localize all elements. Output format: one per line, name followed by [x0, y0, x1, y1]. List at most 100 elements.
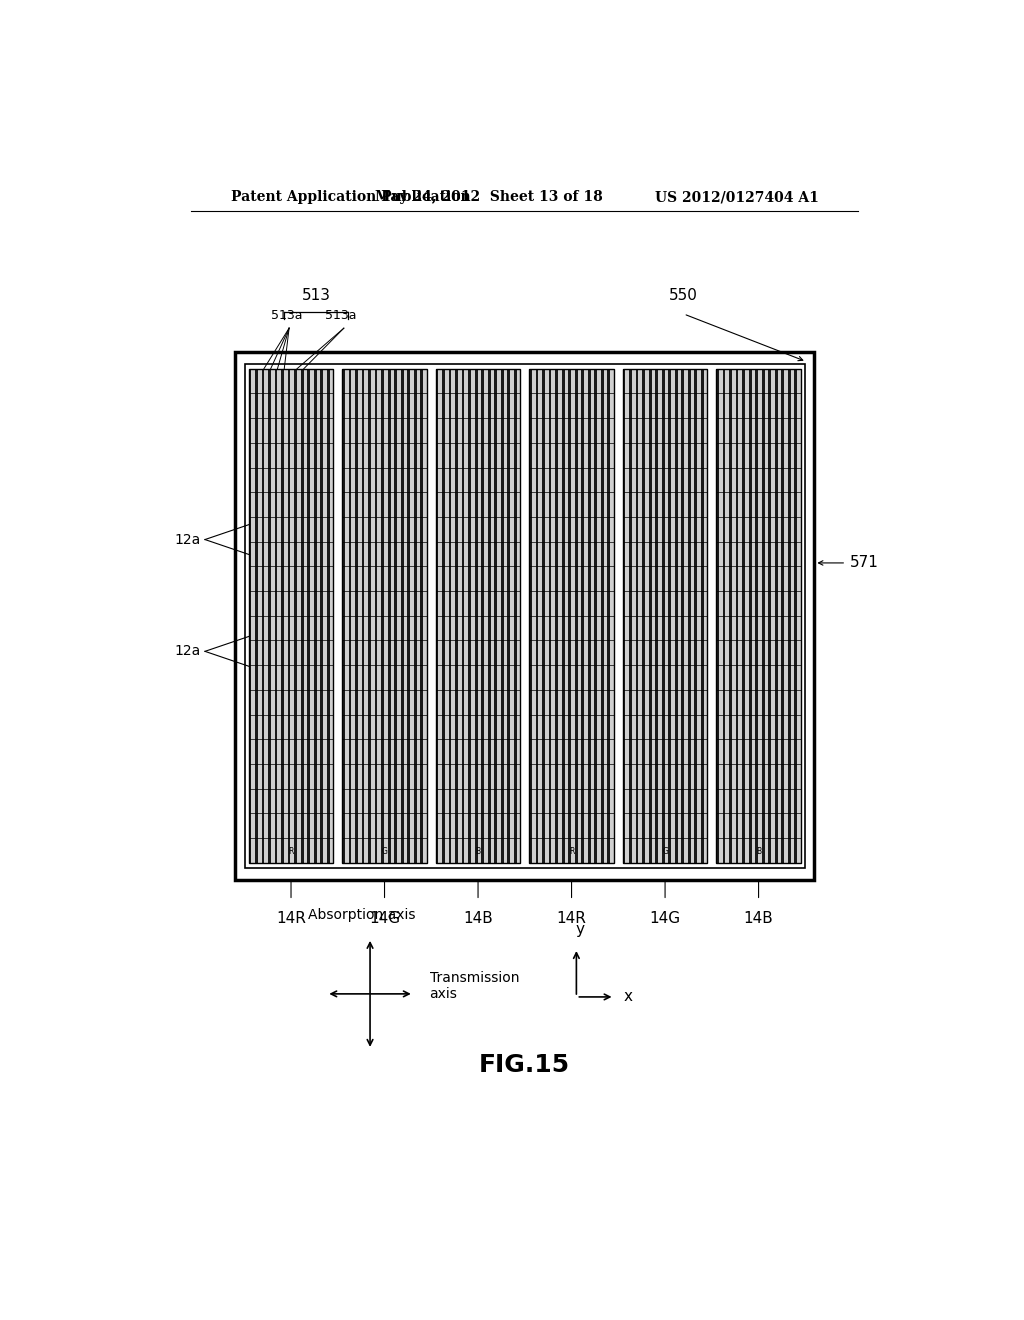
- Bar: [669, 368, 671, 863]
- Bar: [408, 368, 410, 863]
- Bar: [694, 368, 697, 863]
- Bar: [716, 368, 719, 863]
- Text: G: G: [663, 847, 668, 857]
- Bar: [529, 368, 614, 863]
- Bar: [749, 368, 752, 863]
- Bar: [594, 368, 597, 863]
- Bar: [574, 368, 578, 863]
- Bar: [487, 368, 490, 863]
- Bar: [787, 368, 791, 863]
- Bar: [249, 368, 251, 863]
- Text: 513: 513: [302, 288, 331, 304]
- Bar: [355, 368, 358, 863]
- Bar: [729, 368, 732, 863]
- Bar: [449, 368, 452, 863]
- Bar: [681, 368, 684, 863]
- Bar: [582, 368, 584, 863]
- Text: Transmission
axis: Transmission axis: [430, 970, 519, 1001]
- Bar: [327, 368, 330, 863]
- Bar: [307, 368, 310, 863]
- Bar: [636, 368, 638, 863]
- Bar: [255, 368, 258, 863]
- Text: May 24, 2012  Sheet 13 of 18: May 24, 2012 Sheet 13 of 18: [375, 190, 603, 205]
- Bar: [623, 368, 626, 863]
- Bar: [462, 368, 465, 863]
- Text: 513a: 513a: [271, 309, 302, 322]
- Bar: [456, 368, 458, 863]
- Bar: [736, 368, 738, 863]
- Bar: [768, 368, 771, 863]
- Bar: [342, 368, 427, 863]
- Bar: [268, 368, 271, 863]
- Bar: [321, 368, 324, 863]
- Bar: [394, 368, 397, 863]
- Text: 550: 550: [669, 288, 698, 304]
- Bar: [249, 368, 334, 863]
- Bar: [649, 368, 651, 863]
- Text: Absorption axis: Absorption axis: [308, 908, 416, 921]
- Bar: [514, 368, 517, 863]
- Bar: [662, 368, 665, 863]
- Bar: [688, 368, 690, 863]
- Bar: [588, 368, 591, 863]
- Text: 14G: 14G: [649, 911, 681, 927]
- Bar: [435, 368, 520, 863]
- Bar: [282, 368, 284, 863]
- Bar: [629, 368, 632, 863]
- Bar: [342, 368, 427, 863]
- Bar: [388, 368, 390, 863]
- Bar: [701, 368, 703, 863]
- Bar: [400, 368, 403, 863]
- Bar: [607, 368, 610, 863]
- Text: R: R: [289, 847, 294, 857]
- Bar: [529, 368, 614, 863]
- Text: 12a: 12a: [175, 532, 201, 546]
- Bar: [475, 368, 477, 863]
- Bar: [495, 368, 497, 863]
- Bar: [568, 368, 571, 863]
- Bar: [348, 368, 351, 863]
- Bar: [775, 368, 777, 863]
- Bar: [762, 368, 765, 863]
- Bar: [623, 368, 708, 863]
- Bar: [313, 368, 316, 863]
- Text: 14R: 14R: [557, 911, 587, 927]
- Bar: [481, 368, 484, 863]
- Text: US 2012/0127404 A1: US 2012/0127404 A1: [654, 190, 818, 205]
- Text: B: B: [756, 847, 761, 857]
- Bar: [562, 368, 564, 863]
- Bar: [468, 368, 471, 863]
- Bar: [435, 368, 520, 863]
- Bar: [435, 368, 438, 863]
- Bar: [716, 368, 801, 863]
- Bar: [723, 368, 725, 863]
- Bar: [655, 368, 658, 863]
- Bar: [756, 368, 758, 863]
- Bar: [288, 368, 291, 863]
- Bar: [795, 368, 798, 863]
- Bar: [414, 368, 417, 863]
- Bar: [249, 368, 334, 863]
- Bar: [262, 368, 264, 863]
- Bar: [375, 368, 378, 863]
- Bar: [274, 368, 278, 863]
- Bar: [421, 368, 423, 863]
- Bar: [642, 368, 645, 863]
- Bar: [301, 368, 303, 863]
- Text: 14B: 14B: [743, 911, 773, 927]
- Bar: [529, 368, 531, 863]
- Bar: [369, 368, 371, 863]
- Bar: [342, 368, 345, 863]
- Bar: [601, 368, 603, 863]
- Bar: [675, 368, 678, 863]
- Bar: [555, 368, 558, 863]
- Bar: [442, 368, 444, 863]
- Text: R: R: [569, 847, 574, 857]
- Text: G: G: [382, 847, 387, 857]
- Text: 513a: 513a: [325, 309, 356, 322]
- Bar: [536, 368, 539, 863]
- Text: x: x: [624, 990, 633, 1005]
- Text: 12a: 12a: [175, 644, 201, 659]
- Text: 571: 571: [850, 556, 879, 570]
- Bar: [236, 351, 814, 880]
